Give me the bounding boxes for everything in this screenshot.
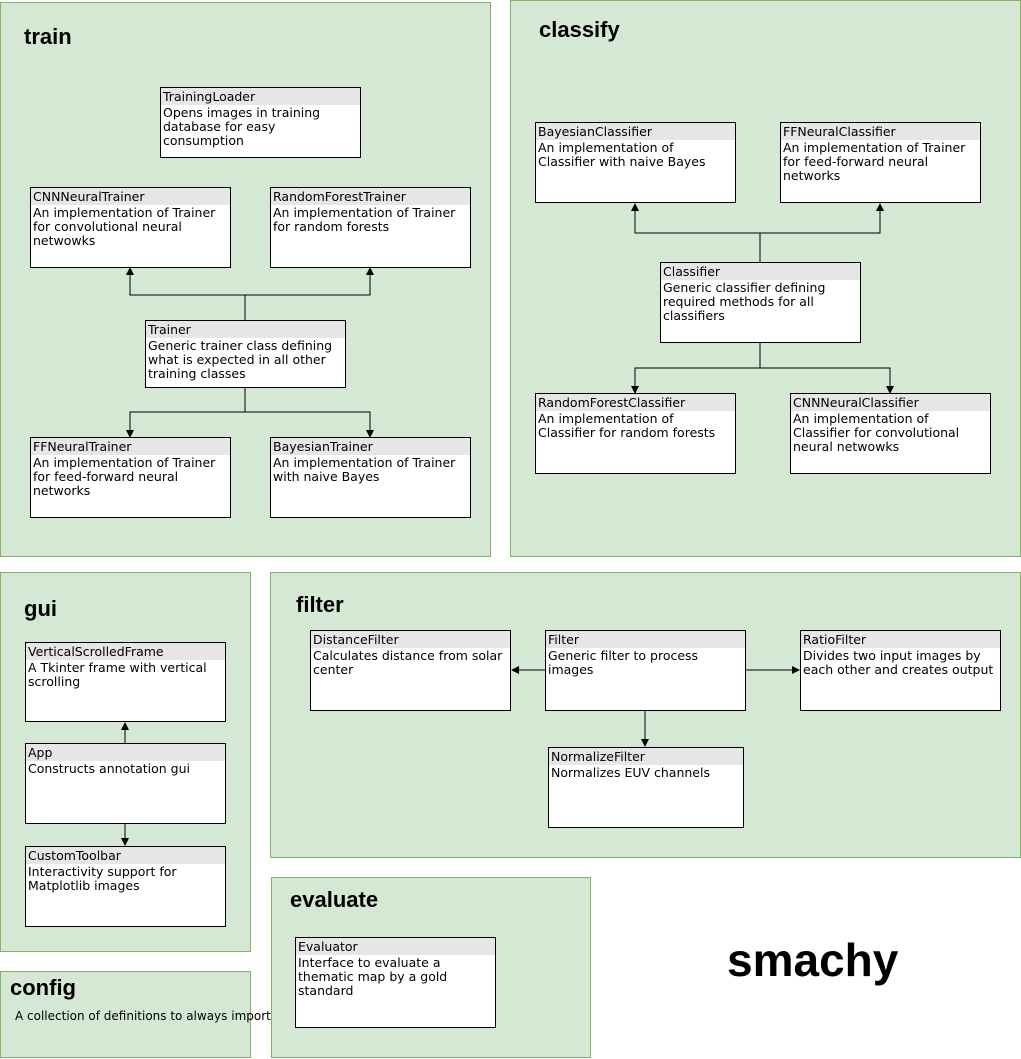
arrowhead (121, 838, 129, 846)
class-description: Generic filter to process images (548, 648, 699, 677)
brand-title: smachy (727, 934, 899, 986)
class-name: RandomForestTrainer (271, 188, 470, 205)
class-filter: Filter Generic filter to process images (545, 630, 746, 711)
arrow-trainer-to-cnn-neural-trainer (129, 274, 246, 320)
class-name: Evaluator (296, 938, 495, 955)
class-description: An implementation of Classifier for rand… (538, 411, 716, 440)
arrowhead (631, 386, 639, 394)
class-bayesian-trainer: BayesianTrainer An implementation of Tra… (270, 437, 471, 518)
class-description: Interface to evaluate a thematic map by … (298, 955, 448, 998)
arrow-classifier-to-bayesian-classifier (634, 210, 761, 263)
arrowhead (792, 666, 800, 674)
arrowhead (641, 739, 649, 747)
class-training-loader: TrainingLoader Opens images in training … (160, 87, 361, 158)
class-description: Normalizes EUV channels (551, 765, 710, 780)
class-name: Trainer (146, 321, 345, 338)
class-description: Calculates distance from solar center (313, 648, 503, 677)
arrowhead (886, 386, 894, 394)
class-description: Interactivity support for Matplotlib ima… (28, 864, 177, 893)
class-description: Generic classifier defining required met… (663, 280, 826, 323)
arrowhead (126, 267, 134, 275)
class-cnn-neural-classifier: CNNNeuralClassifier An implementation of… (790, 393, 991, 474)
package-title-train: train (24, 24, 72, 49)
arrow-classifier-to-ff-neural-classifier (760, 210, 881, 234)
class-random-forest-classifier: RandomForestClassifier An implementation… (535, 393, 736, 474)
class-vertical-scrolled-frame: VerticalScrolledFrame A Tkinter frame wi… (25, 642, 226, 722)
arrow-trainer-to-ff-neural-trainer (129, 387, 246, 431)
class-app: App Constructs annotation gui (25, 743, 226, 824)
class-name: BayesianClassifier (536, 123, 735, 140)
class-description: Opens images in training database for ea… (163, 105, 321, 148)
class-ff-neural-classifier: FFNeuralClassifier An implementation of … (780, 122, 981, 203)
package-config (0, 971, 251, 1058)
class-evaluator: Evaluator Interface to evaluate a themat… (295, 937, 496, 1028)
arrow-classifier-to-random-forest-classifier (634, 342, 761, 387)
class-description: An implementation of Trainer with naive … (273, 455, 456, 484)
package-title-classify: classify (539, 17, 620, 42)
arrowhead (366, 267, 374, 275)
arrow-classifier-to-cnn-neural-classifier (760, 367, 891, 387)
arrowhead (511, 666, 519, 674)
class-distance-filter: DistanceFilter Calculates distance from … (310, 630, 511, 711)
class-bayesian-classifier: BayesianClassifier An implementation of … (535, 122, 736, 203)
class-name: FFNeuralTrainer (31, 438, 230, 455)
arrowhead (366, 430, 374, 438)
class-random-forest-trainer: RandomForestTrainer An implementation of… (270, 187, 471, 268)
package-title-config: config (10, 975, 76, 1000)
class-name: TrainingLoader (161, 88, 360, 105)
class-name: VerticalScrolledFrame (26, 643, 225, 660)
class-description: Constructs annotation gui (28, 761, 190, 776)
arrow-trainer-to-random-forest-trainer (245, 274, 371, 296)
class-custom-toolbar: CustomToolbar Interactivity support for … (25, 846, 226, 927)
class-classifier: Classifier Generic classifier defining r… (660, 262, 861, 343)
class-name: CNNNeuralClassifier (791, 394, 990, 411)
arrowhead (126, 430, 134, 438)
arrowhead (876, 203, 884, 211)
class-name: RandomForestClassifier (536, 394, 735, 411)
class-description: An implementation of Trainer for convolu… (33, 205, 216, 248)
config-description: A collection of definitions to always im… (15, 1009, 271, 1023)
package-title-filter: filter (296, 592, 344, 617)
class-ratio-filter: RatioFilter Divides two input images by … (800, 630, 1001, 711)
class-name: CNNNeuralTrainer (31, 188, 230, 205)
class-description: An implementation of Trainer for feed-fo… (783, 140, 966, 183)
arrow-trainer-to-bayesian-trainer (245, 411, 371, 431)
class-description: An implementation of Classifier for conv… (793, 411, 960, 454)
class-description: An implementation of Classifier with nai… (538, 140, 706, 169)
class-description: A Tkinter frame with vertical scrolling (28, 660, 207, 689)
arrowhead (121, 722, 129, 730)
class-name: Classifier (661, 263, 860, 280)
class-name: Filter (546, 631, 745, 648)
class-description: An implementation of Trainer for feed-fo… (33, 455, 216, 498)
class-description: Generic trainer class defining what is e… (148, 338, 333, 381)
class-name: NormalizeFilter (549, 748, 743, 765)
class-cnn-neural-trainer: CNNNeuralTrainer An implementation of Tr… (30, 187, 231, 268)
class-trainer: Trainer Generic trainer class defining w… (145, 320, 346, 388)
class-name: DistanceFilter (311, 631, 510, 648)
class-name: BayesianTrainer (271, 438, 470, 455)
class-name: RatioFilter (801, 631, 1000, 648)
class-normalize-filter: NormalizeFilter Normalizes EUV channels (548, 747, 744, 828)
class-description: An implementation of Trainer for random … (273, 205, 456, 234)
package-title-evaluate: evaluate (290, 887, 379, 912)
class-name: App (26, 744, 225, 761)
class-description: Divides two input images by each other a… (803, 648, 994, 677)
class-name: CustomToolbar (26, 847, 225, 864)
package-title-gui: gui (24, 596, 57, 621)
class-name: FFNeuralClassifier (781, 123, 980, 140)
class-ff-neural-trainer: FFNeuralTrainer An implementation of Tra… (30, 437, 231, 518)
arrowhead (631, 203, 639, 211)
